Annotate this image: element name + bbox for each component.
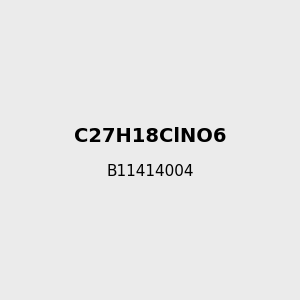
Text: B11414004: B11414004 [106, 164, 194, 179]
Text: C27H18ClNO6: C27H18ClNO6 [74, 127, 226, 146]
